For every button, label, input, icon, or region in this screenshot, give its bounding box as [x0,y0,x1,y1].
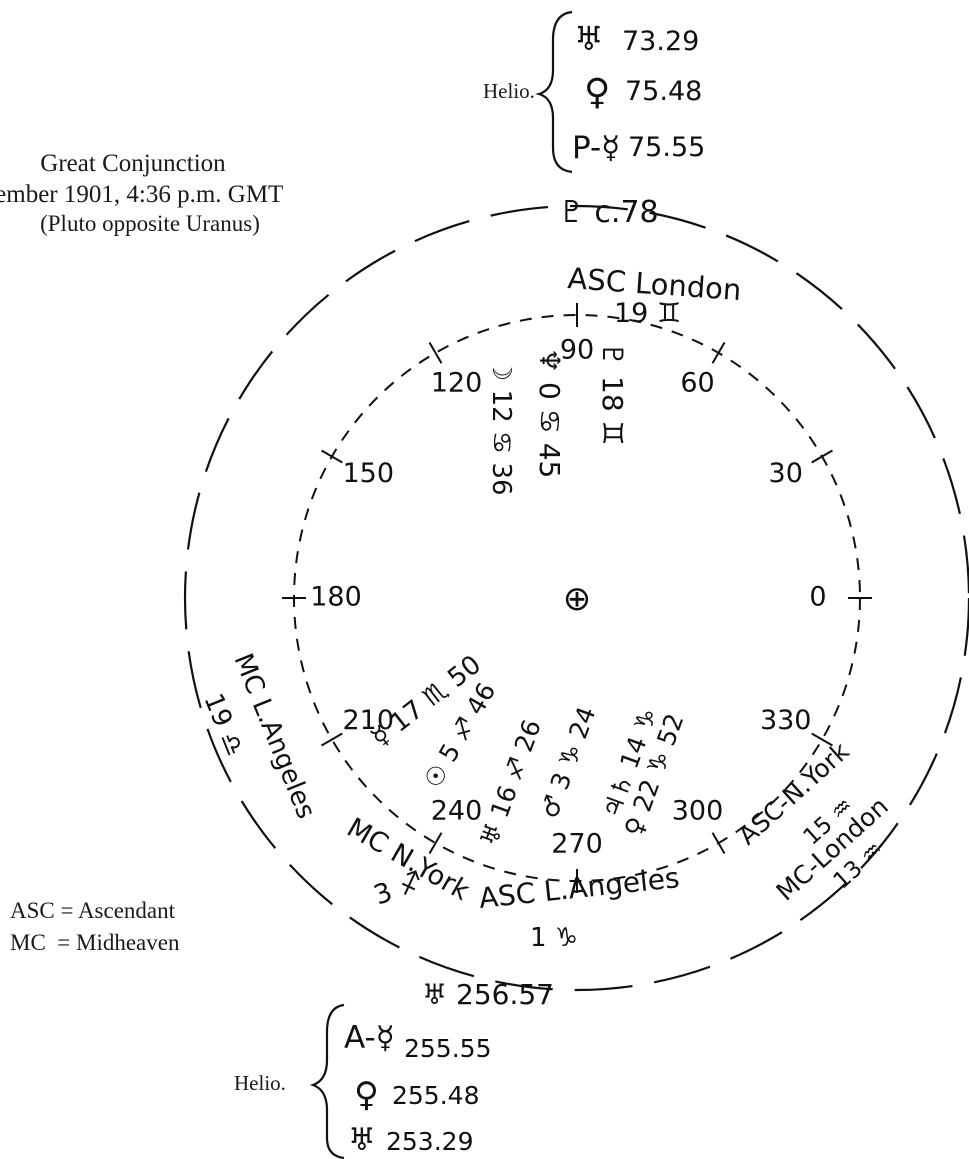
outer-ring [184,205,969,991]
asc-la-value: 1 ♑ [530,923,578,953]
asc-london-value: 19 ♊ [614,298,681,329]
degree-tick-330 [811,732,833,747]
asc-la-label: ASC L.Angeles [477,861,681,915]
degree-tick-120 [428,342,443,364]
degree-label-300: 300 [672,795,724,826]
degree-label-150: 150 [343,458,395,489]
neptune-position: ♆ 0 ♋ 45 [533,348,566,478]
degree-tick-300 [711,832,726,854]
pluto-outer-label: ♇ c.78 [558,195,659,230]
chart-date: vember 1901, 4:36 p.m. GMT [0,181,283,208]
helio-top-venus-value: 75.48 [625,76,702,107]
degree-tick-30 [811,449,833,464]
helio-bottom-venus-value: 255.48 [392,1081,479,1110]
helio-top-label: Helio. [483,79,535,103]
degree-label-180: 180 [310,582,362,613]
degree-label-90: 90 [560,335,594,366]
moon-position: ☽ 12 ♋ 36 [486,358,516,496]
earth-center-symbol: ⊕ [563,579,592,619]
helio-bottom-brace [309,1003,345,1159]
degree-label-60: 60 [680,368,714,399]
helio-top-venus-glyph: ♀ [584,72,610,113]
helio-bottom-mercury-glyph: A-☿ [344,1020,395,1056]
degree-label-330: 330 [760,705,812,736]
mc-la-value: 19 ♎ [198,689,250,760]
degree-tick-150 [321,449,343,464]
chart-title: Great Conjunction [40,150,226,177]
helio-top-mercury-value: 75.55 [628,132,705,163]
degree-label-210: 210 [343,705,395,736]
chart-subtitle: (Pluto opposite Uranus) [40,211,260,236]
helio-top-uranus-value: 73.29 [622,26,699,57]
legend-asc: ASC = Ascendant [10,898,176,923]
helio-bottom-venus-glyph: ♀ [354,1075,379,1115]
mc-ny-value: 3 ♐ [370,865,428,911]
helio-bottom-uranus-glyph: ♅ [348,1122,376,1158]
degree-label-30: 30 [769,458,803,489]
degree-label-0: 0 [809,582,826,613]
mars-position: ♂ 3 ♑ 24 [534,703,601,822]
degree-ticks: 0 30 60 90 120 150 180 210 240 270 300 330 [282,303,872,893]
degree-tick-210 [321,732,343,747]
helio-bottom-uranus-value: 253.29 [386,1127,473,1156]
degree-label-270: 270 [551,829,603,860]
helio-bottom-label: Helio. [234,1071,286,1095]
uranus-outer-label: ♅ 256.57 [422,978,554,1011]
degree-tick-60 [711,342,726,364]
degree-tick-240 [428,832,443,854]
helio-top-mercury-glyph: P-☿ [572,130,620,166]
helio-top-uranus-glyph: ♅ [574,19,604,58]
helio-top-brace [535,10,573,174]
helio-bottom-mercury-value: 255.55 [404,1034,491,1063]
uranus-position: ♅ 16 ♐ 26 [474,716,546,850]
degree-label-240: 240 [431,795,483,826]
legend-mc: MC = Midheaven [10,930,180,955]
pluto-position: ♇ 18 ♊ [596,342,629,446]
degree-label-120: 120 [431,368,483,399]
